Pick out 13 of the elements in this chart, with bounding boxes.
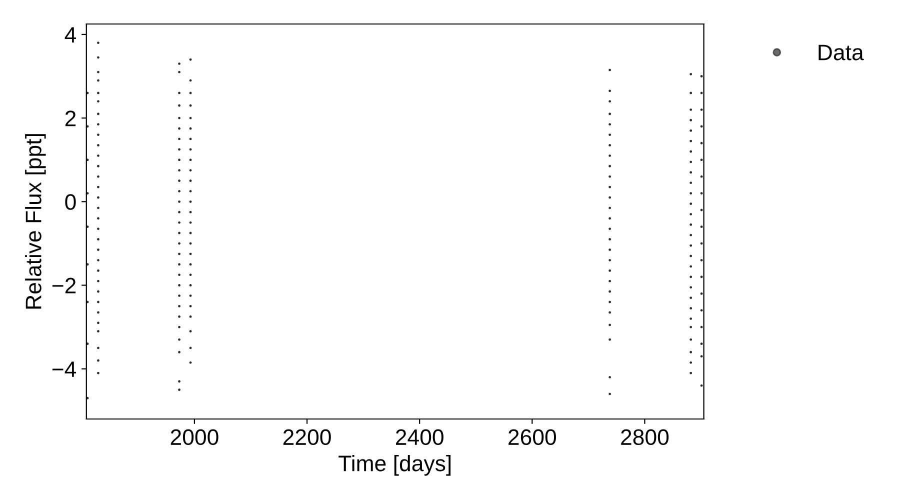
x-tick-label: 2000 (170, 429, 218, 446)
y-tick-label: −4 (52, 362, 76, 377)
y-tick-label: −2 (52, 278, 76, 294)
x-tick-label: 2200 (283, 429, 331, 446)
x-tick-label: 2400 (396, 429, 444, 446)
x-tick-label: 2600 (508, 429, 556, 446)
y-axis-title: Relative Flux [ppt] (25, 134, 46, 309)
x-axis-title: Time [days] (338, 454, 451, 476)
y-tick-label: 0 (65, 194, 76, 210)
legend-label: Data (818, 44, 864, 60)
x-tick-label: 2800 (621, 429, 669, 446)
y-tick-label: 2 (65, 110, 76, 126)
y-tick-label: 4 (64, 27, 76, 42)
